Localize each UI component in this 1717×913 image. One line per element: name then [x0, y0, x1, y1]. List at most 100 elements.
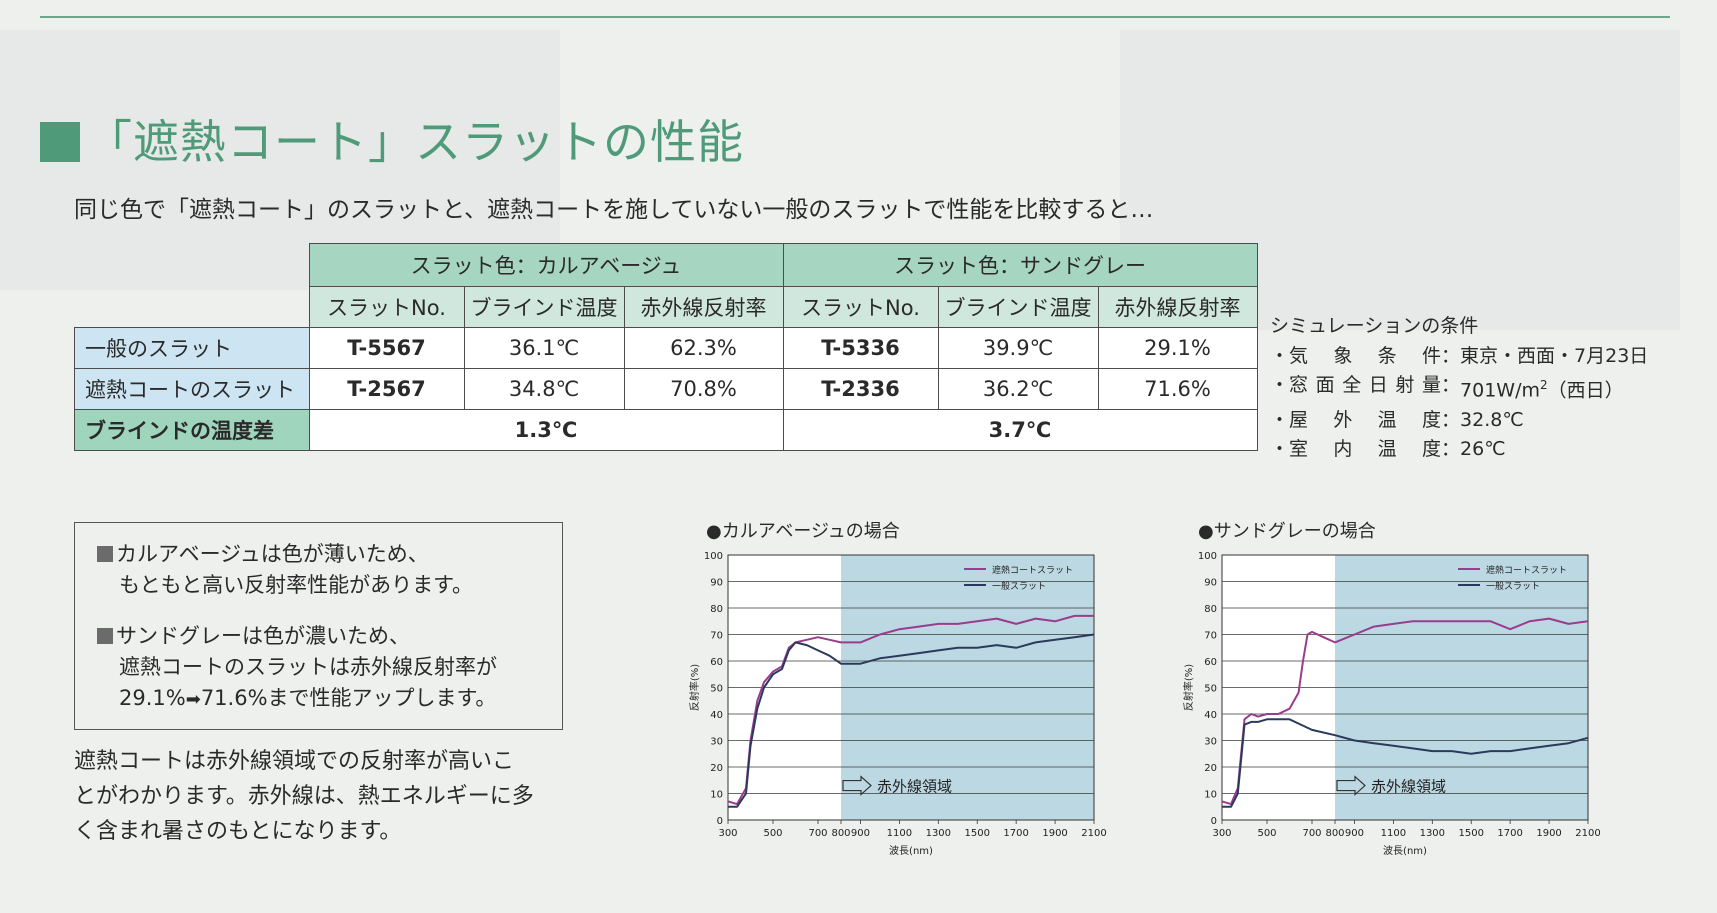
note-1: カルアベージュは色が薄いため、 もともと高い反射率性能があります。	[97, 539, 473, 601]
table-group-header-row: スラット色：カルアベージュ スラット色：サンドグレー	[75, 243, 1258, 287]
blind-temp: 39.9℃	[937, 327, 1099, 369]
condition-row: ・気象条件：東京・西面・7月23日	[1270, 342, 1648, 372]
y-tick-label: 50	[1204, 684, 1217, 695]
heading-text: 「遮熱コート」スラットの性能	[86, 115, 744, 169]
note-box: カルアベージュは色が薄いため、 もともと高い反射率性能があります。 サンドグレー…	[74, 522, 563, 730]
row-label: 一般のスラット	[74, 327, 310, 369]
blind-temp: 36.2℃	[937, 368, 1099, 410]
x-axis-label: 波長(nm)	[1383, 844, 1427, 857]
condition-value: 東京・西面・7月23日	[1460, 344, 1649, 367]
col-header-ir-reflectance: 赤外線反射率	[623, 286, 784, 328]
y-tick-label: 30	[710, 737, 723, 748]
ir-reflectance: 29.1%	[1097, 327, 1258, 369]
y-tick-label: 40	[1204, 710, 1217, 721]
x-tick-label: 2100	[1575, 828, 1600, 839]
x-tick-label: 2100	[1081, 828, 1106, 839]
x-tick-label: 1700	[1003, 828, 1028, 839]
condition-label: 屋外温度	[1289, 408, 1442, 431]
y-tick-label: 30	[1204, 737, 1217, 748]
simulation-conditions: シミュレーションの条件 ・気象条件：東京・西面・7月23日 ・窓面全日射量： 70…	[1270, 312, 1648, 465]
x-tick-label: 800	[1325, 828, 1344, 839]
ir-reflectance: 70.8%	[623, 368, 784, 410]
y-axis-label: 反射率(%)	[688, 664, 701, 711]
y-tick-label: 10	[1204, 790, 1217, 801]
table-diff-row: ブラインドの温度差 1.3℃ 3.7℃	[74, 409, 1258, 451]
y-tick-label: 70	[710, 631, 723, 642]
blind-temp: 34.8℃	[463, 368, 625, 410]
simulation-title: シミュレーションの条件	[1270, 315, 1479, 337]
x-tick-label: 1900	[1042, 828, 1067, 839]
condition-value: 32.8℃	[1460, 408, 1524, 431]
x-tick-label: 1300	[926, 828, 951, 839]
bullet-square-icon	[97, 546, 113, 562]
table-subheader-row: スラットNo. ブラインド温度 赤外線反射率 スラットNo. ブラインド温度 赤…	[75, 286, 1258, 328]
col-header-ir-reflectance: 赤外線反射率	[1097, 286, 1258, 328]
legend-label: 遮熱コートスラット	[992, 564, 1073, 576]
x-tick-label: 900	[1345, 828, 1364, 839]
band-arrow-icon	[1336, 775, 1366, 796]
group-header-beige: スラット色：カルアベージュ	[308, 243, 784, 287]
y-tick-label: 40	[710, 710, 723, 721]
x-tick-label: 1100	[1381, 828, 1406, 839]
y-tick-label: 100	[704, 551, 723, 562]
x-tick-label: 500	[763, 828, 782, 839]
x-tick-label: 1700	[1497, 828, 1522, 839]
band-arrow-icon	[842, 775, 872, 796]
temp-diff-beige: 1.3℃	[308, 409, 784, 451]
condition-row: ・室内温度： 26℃	[1270, 435, 1648, 465]
x-tick-label: 500	[1257, 828, 1276, 839]
y-tick-label: 20	[710, 763, 723, 774]
top-rule	[40, 16, 1670, 18]
legend-label: 一般スラット	[1486, 580, 1540, 592]
section-heading: 「遮熱コート」スラットの性能	[40, 112, 744, 172]
bullet-square-icon	[97, 628, 113, 644]
x-tick-label: 900	[851, 828, 870, 839]
x-axis-label: 波長(nm)	[889, 844, 933, 857]
band-label: 赤外線領域	[877, 778, 952, 796]
plot-frame	[1221, 554, 1589, 821]
chart-title-gray: ●サンドグレーの場合	[1198, 521, 1376, 542]
series-line-coated	[1221, 617, 1589, 806]
series-line-general	[728, 633, 1095, 808]
y-tick-label: 70	[1204, 631, 1217, 642]
chart-beige: 0 10 20 30 40 50 60 70 80 90 100 300 500 700 800 900 110…	[688, 551, 1107, 857]
slat-number: T-5567	[308, 327, 465, 369]
table-corner	[75, 287, 310, 328]
series-line-general	[1222, 718, 1589, 808]
slat-number: T-5336	[782, 327, 939, 369]
x-tick-label: 1300	[1420, 828, 1445, 839]
diff-label: ブラインドの温度差	[74, 409, 310, 451]
table-row: 遮熱コートのスラット T-2567 34.8℃ 70.8% T-2336 36.…	[74, 368, 1258, 410]
x-tick-label: 300	[718, 828, 737, 839]
x-tick-label: 1500	[1459, 828, 1484, 839]
slat-number: T-2336	[782, 368, 939, 410]
col-header-blind-temp: ブラインド温度	[463, 286, 625, 328]
table-corner	[75, 244, 310, 287]
condition-label: 気象条件	[1289, 344, 1442, 367]
y-tick-label: 0	[1211, 816, 1217, 827]
table-row: 一般のスラット T-5567 36.1℃ 62.3% T-5336 39.9℃ …	[74, 327, 1258, 369]
condition-label: 室内温度	[1289, 438, 1442, 461]
y-tick-label: 60	[710, 657, 723, 668]
x-tick-label: 700	[1302, 828, 1321, 839]
temp-diff-gray: 3.7℃	[782, 409, 1258, 451]
col-header-slat-no: スラットNo.	[782, 286, 939, 328]
y-tick-label: 80	[1204, 604, 1217, 615]
band-label: 赤外線領域	[1371, 778, 1446, 796]
ir-reflectance: 71.6%	[1097, 368, 1258, 410]
col-header-blind-temp: ブラインド温度	[937, 286, 1099, 328]
x-tick-label: 800	[831, 828, 850, 839]
condition-row: ・屋外温度： 32.8℃	[1270, 406, 1648, 436]
y-axis-label: 反射率(%)	[1182, 664, 1195, 711]
plot-frame	[727, 554, 1095, 821]
x-tick-label: 1900	[1536, 828, 1561, 839]
x-tick-label: 300	[1212, 828, 1231, 839]
slat-number: T-2567	[308, 368, 465, 410]
y-tick-label: 20	[1204, 763, 1217, 774]
performance-table: スラット色：カルアベージュ スラット色：サンドグレー スラットNo. ブラインド…	[74, 243, 1258, 451]
y-tick-label: 80	[710, 604, 723, 615]
condition-row: ・窓面全日射量： 701W/m2（西日）	[1270, 371, 1648, 406]
right-arrow-icon: ➡	[185, 689, 201, 710]
y-tick-label: 50	[710, 684, 723, 695]
y-tick-label: 90	[1204, 578, 1217, 589]
